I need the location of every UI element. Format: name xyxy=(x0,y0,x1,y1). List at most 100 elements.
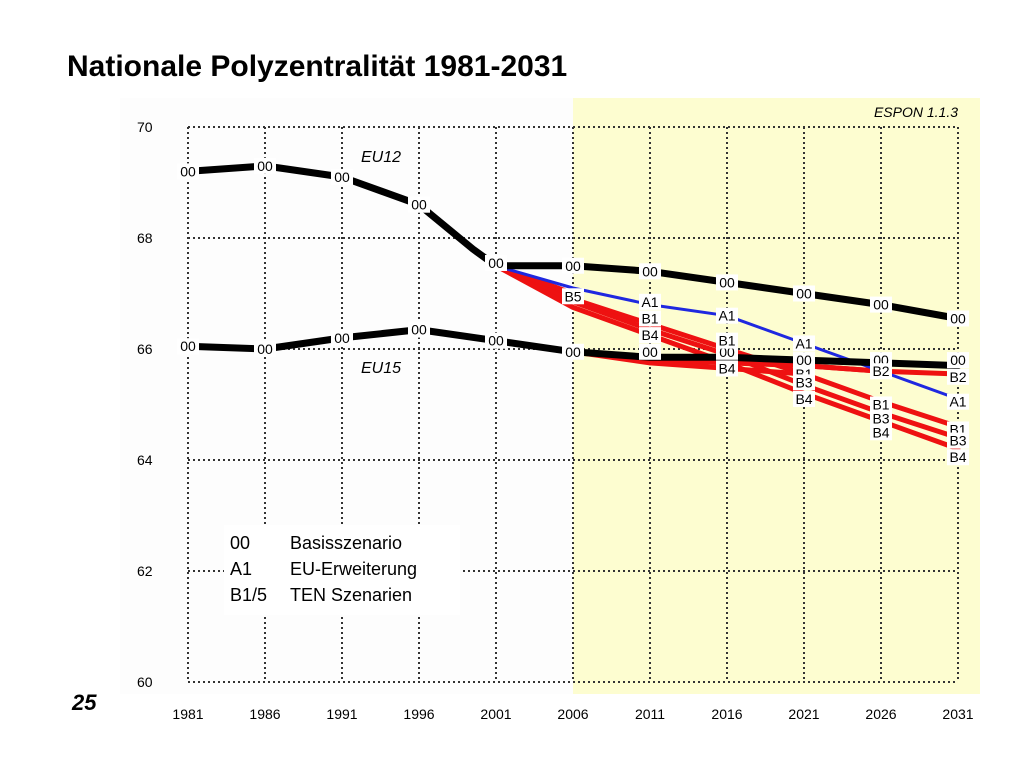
point-label-background xyxy=(716,332,738,349)
point-label: 00 xyxy=(565,344,581,360)
forecast-period-shading xyxy=(573,98,980,694)
legend-code: 00 xyxy=(230,533,250,553)
x-tick-label: 1991 xyxy=(326,706,357,722)
point-label-background xyxy=(331,168,353,185)
point-label: B3 xyxy=(795,374,812,390)
x-tick-label: 1981 xyxy=(172,706,203,722)
point-label-background xyxy=(177,338,199,355)
legend-code: B1/5 xyxy=(230,585,267,605)
x-tick-label: 2011 xyxy=(635,706,665,722)
point-label-background xyxy=(408,321,430,338)
point-label: B4 xyxy=(718,360,735,376)
point-label: 00 xyxy=(796,352,812,368)
y-tick-label: 64 xyxy=(137,452,153,468)
point-label-background xyxy=(485,332,507,349)
point-label: B1 xyxy=(718,333,735,349)
point-label: 00 xyxy=(796,286,812,302)
point-label: 00 xyxy=(642,344,658,360)
point-label: 00 xyxy=(719,274,735,290)
point-label-background xyxy=(562,257,584,274)
page-number: 25 xyxy=(72,690,97,715)
point-label: B1 xyxy=(641,310,658,326)
slide-title: Nationale Polyzentralität 1981-2031 xyxy=(67,50,568,83)
point-label-background xyxy=(562,288,584,305)
point-label: 00 xyxy=(873,297,889,313)
legend-text: TEN Szenarien xyxy=(290,585,412,605)
point-label: 00 xyxy=(334,330,350,346)
point-label: 00 xyxy=(488,255,504,271)
point-label-background xyxy=(639,343,661,360)
y-tick-label: 60 xyxy=(137,674,153,690)
legend-text: Basisszenario xyxy=(290,533,402,553)
point-label: B4 xyxy=(641,327,658,343)
point-label-background xyxy=(639,310,661,327)
point-label: A1 xyxy=(641,294,658,310)
point-label: 00 xyxy=(180,163,196,179)
point-label: A1 xyxy=(718,308,735,324)
point-label-background xyxy=(639,263,661,280)
point-label: 00 xyxy=(642,263,658,279)
y-tick-label: 70 xyxy=(137,119,153,135)
point-label: A1 xyxy=(795,335,812,351)
point-label: 00 xyxy=(257,158,273,174)
point-label-background xyxy=(947,432,969,449)
point-label-background xyxy=(331,329,353,346)
point-label-background xyxy=(947,352,969,369)
point-label: B2 xyxy=(872,363,889,379)
point-label-background xyxy=(947,368,969,385)
point-label: B2 xyxy=(949,369,966,385)
point-label-background xyxy=(793,390,815,407)
point-label-background xyxy=(562,343,584,360)
x-tick-label: 2006 xyxy=(557,706,588,722)
point-label-background xyxy=(947,393,969,410)
point-label: 00 xyxy=(411,197,427,213)
point-label-background xyxy=(716,274,738,291)
point-label-background xyxy=(716,360,738,377)
point-label: 00 xyxy=(180,338,196,354)
point-label-background xyxy=(870,424,892,441)
legend: 00 Basisszenario A1 EU-Erweiterung B1/5 … xyxy=(224,525,460,615)
point-label: B4 xyxy=(795,391,812,407)
point-label: A1 xyxy=(949,394,966,410)
point-label: 00 xyxy=(488,333,504,349)
legend-box xyxy=(224,525,460,615)
y-tick-label: 68 xyxy=(137,230,153,246)
x-tick-label: 2001 xyxy=(480,706,511,722)
x-tick-label: 2021 xyxy=(788,706,819,722)
point-label: B3 xyxy=(872,410,889,426)
point-label: B1 xyxy=(872,397,889,413)
x-tick-label: 2031 xyxy=(942,706,973,722)
point-label-background xyxy=(947,310,969,327)
series-line-eu12-00 xyxy=(184,162,962,322)
point-label-background xyxy=(254,157,276,174)
point-label: 00 xyxy=(411,322,427,338)
point-labels: 00 00 00 00 00 00 00 00 00 00 00 00 00 00 00 00 00 00 00 00… xyxy=(177,157,969,466)
region-label-eu15: EU15 xyxy=(361,360,401,377)
point-label-background xyxy=(639,293,661,310)
point-label: 00 xyxy=(565,258,581,274)
legend-text: EU-Erweiterung xyxy=(290,559,417,579)
y-tick-label: 62 xyxy=(137,563,153,579)
point-label-background xyxy=(870,410,892,427)
point-label: 00 xyxy=(334,169,350,185)
point-label-background xyxy=(639,327,661,344)
source-label: ESPON 1.1.3 xyxy=(874,104,958,120)
x-tick-label: 1986 xyxy=(249,706,280,722)
point-label: 00 xyxy=(950,352,966,368)
point-label: B4 xyxy=(949,449,966,465)
point-label-background xyxy=(947,449,969,466)
point-label: 00 xyxy=(257,341,273,357)
x-tick-label: 1996 xyxy=(403,706,434,722)
point-label-background xyxy=(177,163,199,180)
point-label-background xyxy=(793,374,815,391)
point-label-background xyxy=(408,196,430,213)
point-label: B3 xyxy=(949,433,966,449)
point-label: B4 xyxy=(872,424,889,440)
x-tick-label: 2026 xyxy=(865,706,896,722)
point-label-background xyxy=(485,254,507,271)
x-tick-label: 2016 xyxy=(711,706,742,722)
legend-code: A1 xyxy=(230,559,252,579)
point-label: 00 xyxy=(950,310,966,326)
point-label: B5 xyxy=(564,288,581,304)
